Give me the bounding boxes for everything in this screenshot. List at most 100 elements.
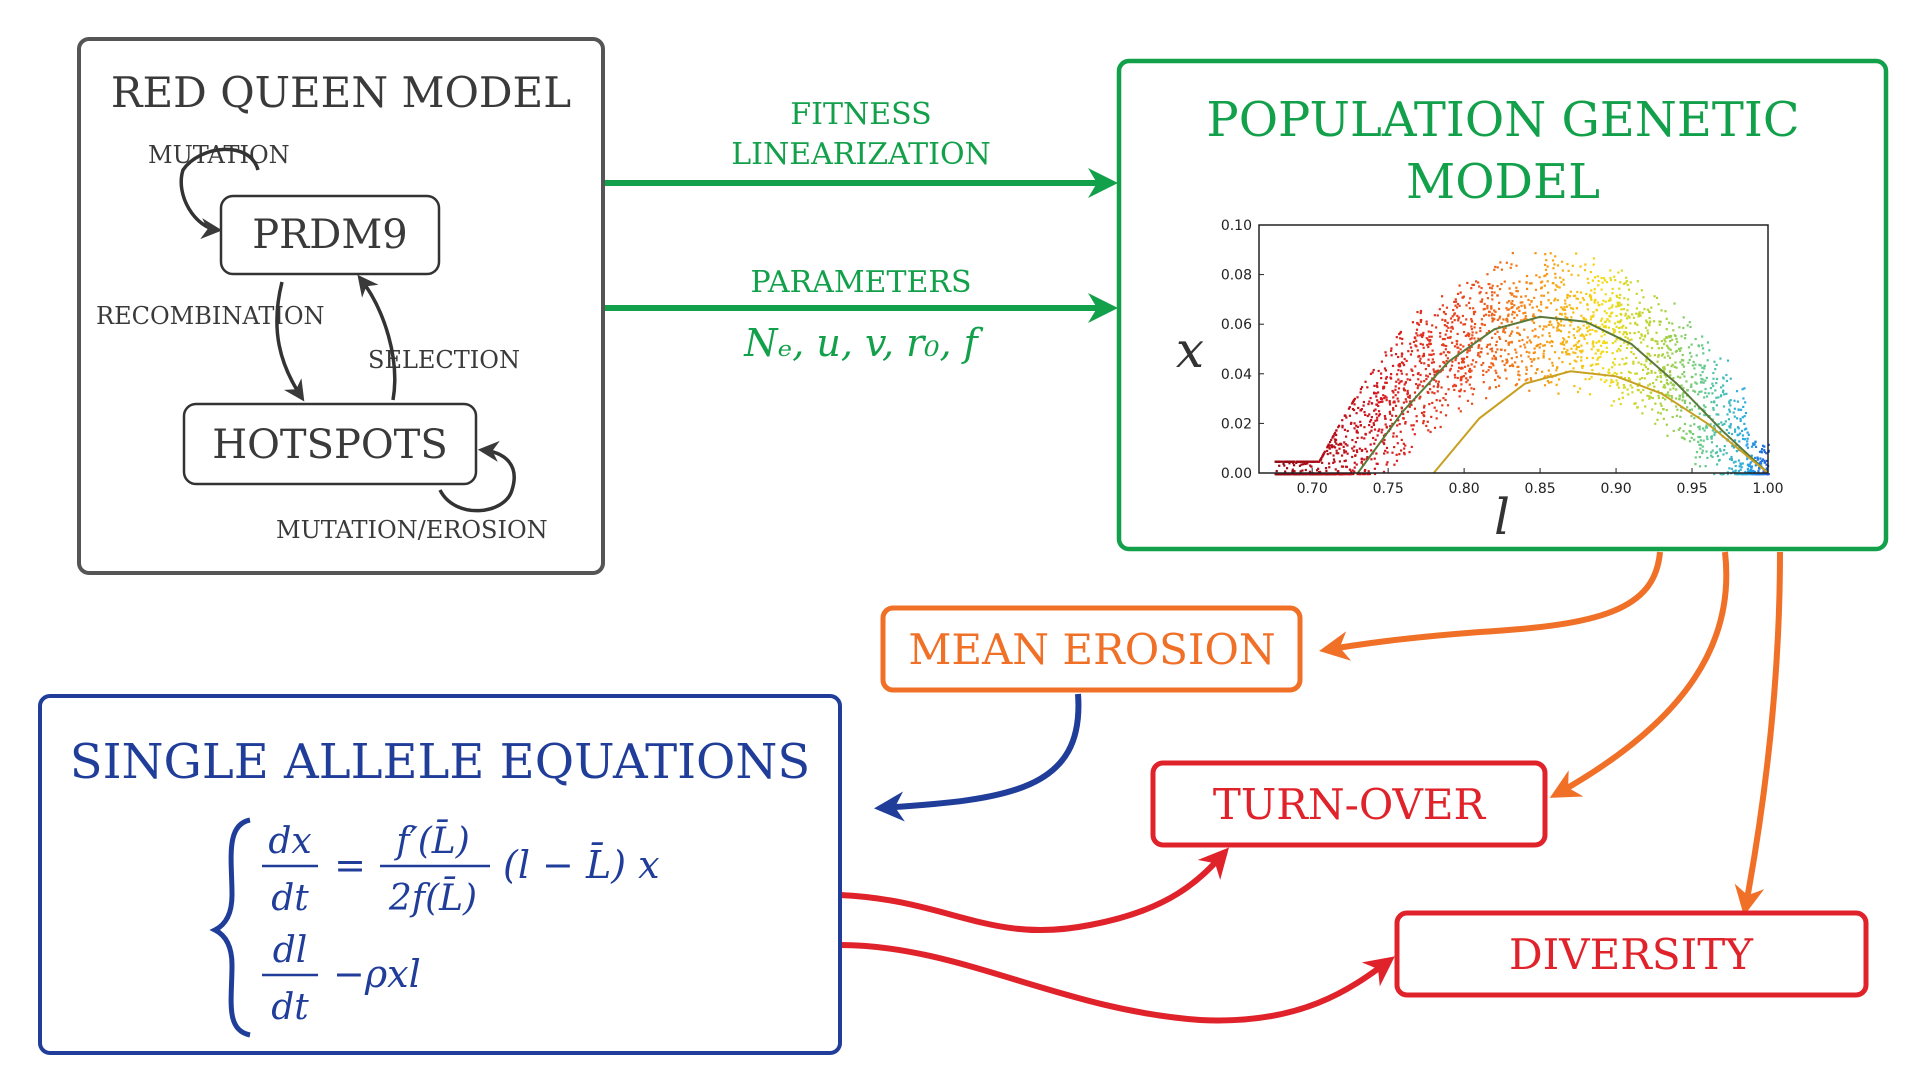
scatter-point [1742,405,1745,409]
scatter-point [1373,472,1377,476]
scatter-point [1356,436,1359,440]
scatter-point [1596,362,1600,366]
scatter-point [1602,367,1605,370]
scatter-point [1729,424,1732,428]
scatter-point [1327,443,1330,446]
scatter-point [1486,297,1489,300]
scatter-point [1631,391,1634,394]
scatter-point [1355,463,1358,466]
scatter-point [1705,450,1708,453]
scatter-point [1402,412,1405,416]
scatter-point [1403,451,1406,455]
scatter-point [1704,465,1707,468]
scatter-point [1689,431,1692,434]
scatter-point [1359,409,1363,412]
scatter-point [1556,285,1559,288]
scatter-point [1433,378,1436,381]
scatter-point [1532,321,1536,324]
scatter-point [1377,404,1380,408]
scatter-point [1635,312,1638,315]
scatter-point [1682,316,1685,319]
scatter-point [1709,454,1713,457]
scatter-point [1526,341,1529,344]
scatter-point [1542,344,1545,347]
scatter-point [1646,394,1649,397]
scatter-point [1360,457,1363,460]
scatter-point [1413,407,1417,410]
scatter-point [1385,426,1388,429]
hotspots-node [182,402,478,486]
scatter-point [1425,424,1428,428]
scatter-point [1657,394,1660,397]
scatter-point [1543,384,1547,387]
scatter-point [1710,451,1713,454]
scatter-point [1367,402,1370,406]
scatter-point [1400,406,1403,409]
scatter-point [1498,376,1501,379]
scatter-point [1545,259,1548,262]
scatter-point [1481,323,1484,326]
scatter-point [1533,315,1536,318]
scatter-point [1659,371,1662,375]
scatter-point [1736,426,1740,429]
scatter-point [1506,320,1509,323]
scatter-point [1629,384,1632,387]
scatter-point [1703,429,1706,432]
scatter-point [1627,393,1630,396]
scatter-point [1605,341,1608,344]
scatter-point [1655,331,1658,334]
scatter-point [1685,380,1688,383]
scatter-point [1487,369,1490,372]
scatter-point [1468,369,1471,373]
scatter-point [1335,449,1338,452]
scatter-point [1523,328,1526,331]
scatter-point [1703,367,1706,370]
scatter-point [1379,400,1382,404]
scatter-point [1390,349,1393,352]
scatter-point [1535,305,1539,308]
scatter-point [1580,314,1583,317]
eq1-rhs-den: 2f(L̄) [388,876,477,919]
scatter-point [1384,449,1387,452]
scatter-point [1650,371,1653,374]
scatter-point [1646,308,1649,311]
scatter-point [1469,375,1472,379]
scatter-point [1499,337,1502,340]
scatter-point [1743,415,1746,418]
scatter-point [1457,370,1460,373]
scatter-point [1612,380,1615,383]
scatter-point [1676,408,1679,411]
scatter-point [1341,426,1344,429]
scatter-point [1505,261,1508,264]
scatter-point [1491,298,1494,301]
scatter-point [1645,319,1648,322]
scatter-point [1425,323,1428,326]
scatter-point [1704,426,1707,429]
scatter-point [1427,429,1430,432]
y-tick-label: 0.02 [1221,416,1252,432]
scatter-point [1642,338,1645,341]
scatter-point [1718,448,1722,451]
scatter-point [1625,276,1628,279]
scatter-point [1504,368,1507,371]
scatter-point [1662,408,1665,411]
scatter-point [1547,369,1550,372]
scatter-point [1458,304,1461,307]
x-tick-label: 0.90 [1600,481,1631,497]
scatter-point [1346,452,1349,455]
scatter-point [1600,317,1604,320]
scatter-point [1576,341,1579,344]
x-tick-label: 0.75 [1373,481,1404,497]
scatter-point [1701,451,1704,455]
scatter-point [1559,320,1563,323]
scatter-point [1490,287,1494,290]
scatter-point [1571,307,1575,310]
scatter-point [1702,352,1705,355]
scatter-point [1440,295,1444,298]
scatter-point [1397,419,1400,422]
scatter-point [1717,396,1720,399]
scatter-point [1494,378,1497,382]
scatter-point [1375,419,1379,422]
scatter-point [1491,294,1494,297]
scatter-point [1384,381,1387,384]
